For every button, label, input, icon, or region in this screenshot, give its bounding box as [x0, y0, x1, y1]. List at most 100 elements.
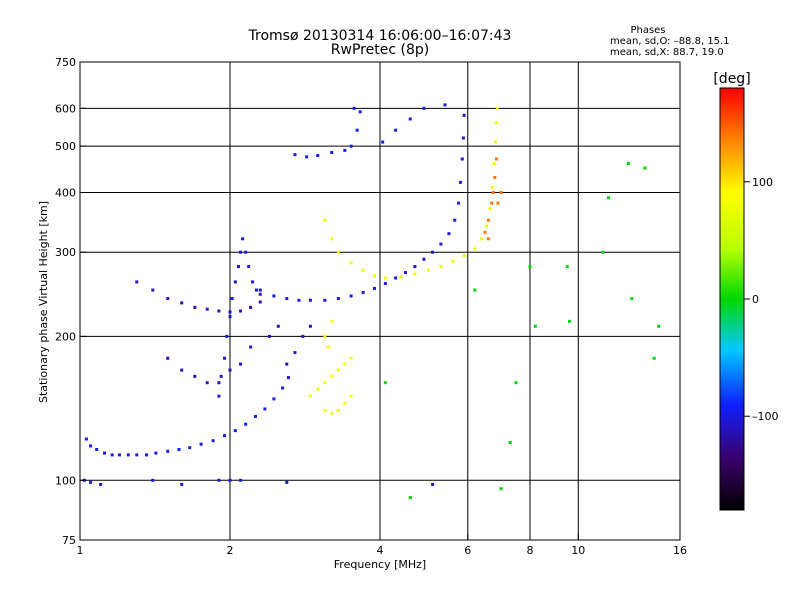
data-point [373, 286, 377, 290]
data-point [483, 230, 487, 234]
data-point [308, 324, 312, 328]
data-point [343, 401, 347, 405]
data-point [211, 439, 215, 443]
data-point [422, 257, 426, 261]
data-point [330, 411, 334, 415]
data-point [180, 301, 184, 305]
colorbar-label: [deg] [713, 71, 750, 87]
data-point [199, 442, 203, 446]
data-point [180, 368, 184, 372]
data-point [349, 261, 353, 265]
data-point [473, 288, 477, 292]
data-point [301, 334, 305, 338]
y-tick-label: 100 [55, 474, 76, 487]
data-point [219, 374, 223, 378]
data-point [249, 305, 253, 309]
data-point [490, 201, 494, 205]
data-point [217, 394, 221, 398]
data-point [601, 250, 605, 254]
data-point [336, 250, 340, 254]
data-point [135, 280, 139, 284]
data-point [223, 356, 227, 360]
data-point [166, 356, 170, 360]
data-point [336, 297, 340, 301]
data-point [217, 309, 221, 313]
data-point [253, 414, 257, 418]
data-point [239, 309, 243, 313]
data-point [258, 292, 262, 296]
data-point [486, 237, 490, 241]
data-point [486, 218, 490, 222]
y-tick-label: 600 [55, 102, 76, 115]
data-points [82, 103, 661, 500]
data-point [228, 310, 232, 314]
data-point [258, 288, 262, 292]
data-point [330, 237, 334, 241]
x-axis-label: Frequency [MHz] [334, 558, 426, 571]
data-point [567, 319, 571, 323]
data-point [193, 374, 197, 378]
data-point [286, 376, 290, 380]
data-point [528, 265, 532, 269]
x-tick-label: 2 [227, 544, 234, 557]
data-point [251, 280, 255, 284]
data-point [323, 334, 327, 338]
colorbar [719, 87, 745, 511]
data-point [205, 381, 209, 385]
data-point [355, 128, 359, 132]
data-point [330, 374, 334, 378]
data-point [343, 148, 347, 152]
data-point [293, 153, 297, 157]
data-point [383, 381, 387, 385]
data-point [394, 276, 398, 280]
colorbar-ticks: 100 0 –100 [744, 176, 779, 423]
data-point [103, 451, 107, 455]
x-tick-label: 1 [77, 544, 84, 557]
data-point [126, 453, 130, 457]
data-point [343, 362, 347, 366]
data-point [285, 297, 289, 301]
data-point [457, 201, 461, 205]
stats-o: mean, sd,O: –88.8, 15.1 [610, 36, 730, 47]
data-point [272, 397, 276, 401]
data-point [499, 190, 503, 194]
data-point [626, 161, 630, 165]
data-point [326, 345, 330, 349]
data-point [494, 157, 498, 161]
grid-lines [80, 62, 680, 540]
data-point [228, 478, 232, 482]
data-point [323, 298, 327, 302]
data-point [394, 128, 398, 132]
data-point [514, 381, 518, 385]
data-point [330, 150, 334, 154]
data-point [652, 356, 656, 360]
data-point [490, 185, 494, 189]
data-point [254, 288, 258, 292]
data-point [462, 113, 466, 117]
data-point [89, 480, 93, 484]
data-point [381, 140, 385, 144]
data-point [244, 250, 248, 254]
data-point [316, 387, 320, 391]
data-point [565, 265, 569, 269]
data-point [145, 453, 149, 457]
data-point [305, 155, 309, 159]
data-point [276, 324, 280, 328]
data-point [492, 161, 496, 165]
data-point [439, 265, 443, 269]
data-point [151, 288, 155, 292]
x-tick-label: 8 [527, 544, 534, 557]
data-point [117, 453, 121, 457]
data-point [458, 180, 462, 184]
data-point [361, 291, 365, 295]
data-point [230, 297, 234, 301]
data-point [188, 446, 192, 450]
data-point [408, 117, 412, 121]
data-point [193, 305, 197, 309]
colorbar-tick-label: 100 [752, 176, 773, 189]
data-point [447, 232, 451, 236]
data-point [488, 207, 492, 211]
data-point [281, 386, 285, 390]
data-point [383, 282, 387, 286]
